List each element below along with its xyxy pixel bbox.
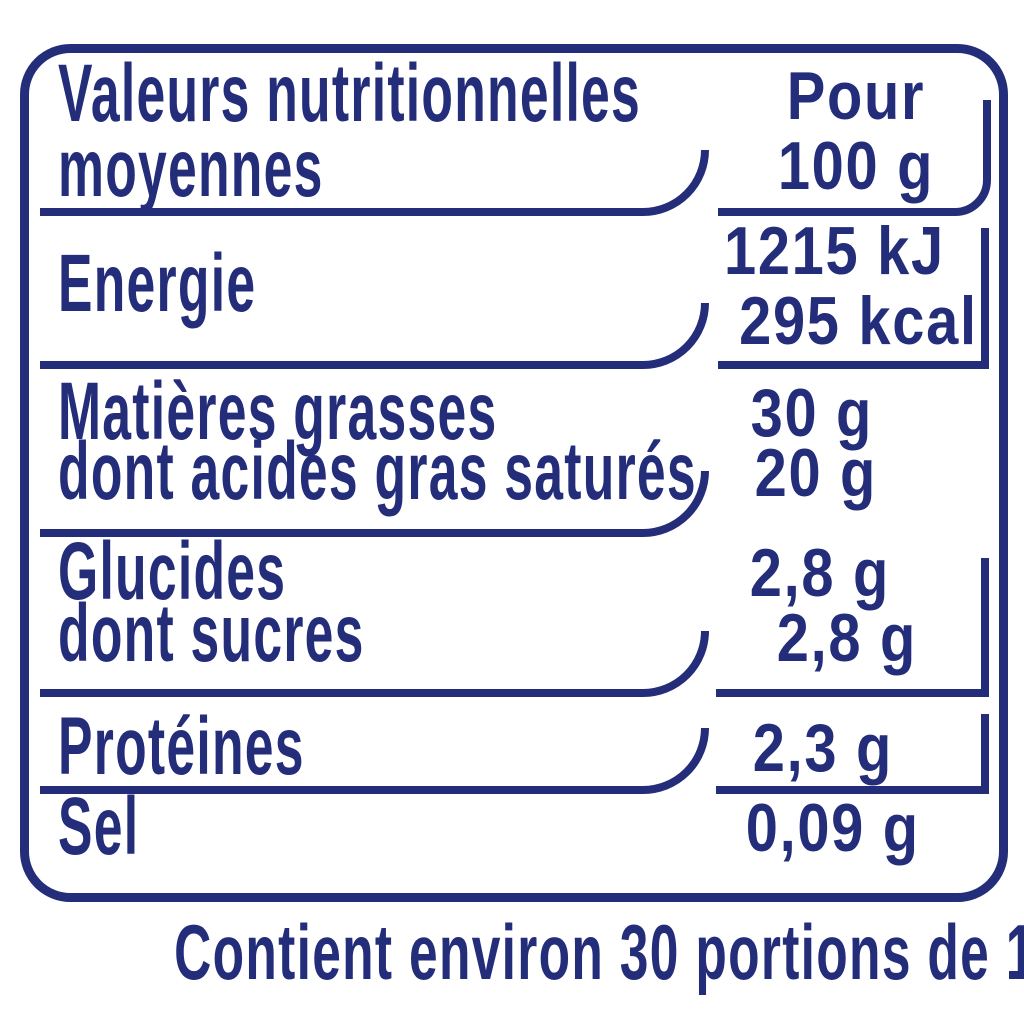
value-underline-proteines	[716, 714, 989, 794]
separator-swoosh-energie	[40, 302, 709, 369]
row-label-glucides: Glucides	[58, 526, 287, 617]
row-value-acides-gras-satures: 20 g	[754, 435, 877, 511]
separator-swoosh-header	[40, 149, 709, 216]
row-value-energie-kj: 1215 kJ	[724, 213, 945, 289]
separator-swoosh-proteines	[40, 727, 709, 794]
row-value-sel: 0,09 g	[745, 790, 920, 866]
header-title-line1: Valeurs nutritionnelles	[58, 48, 642, 139]
row-value-dont-sucres: 2,8 g	[776, 600, 917, 676]
row-label-matieres-grasses: Matières grasses	[58, 366, 498, 457]
row-label-sel: Sel	[58, 781, 140, 872]
row-sublabel-acides-gras-satures: dont acides gras saturés	[58, 426, 697, 517]
row-value-glucides: 2,8 g	[749, 535, 890, 611]
row-sublabel-dont-sucres: dont sucres	[58, 588, 365, 679]
separator-swoosh-glucides	[40, 630, 709, 697]
separator-swoosh-matieres	[40, 470, 709, 537]
header-per-line2: 100 g	[777, 128, 935, 204]
row-value-proteines: 2,3 g	[752, 710, 893, 786]
header-per-line1: Pour	[786, 58, 926, 134]
portions-footnote: Contient environ 30 portions de 15 g.	[174, 908, 1024, 996]
label-outer-border	[20, 44, 1008, 902]
value-underline-header	[718, 100, 991, 216]
row-label-proteines: Protéines	[58, 701, 305, 792]
row-value-matieres-grasses: 30 g	[750, 375, 873, 451]
value-underline-energie	[718, 228, 989, 369]
row-value-energie-kcal: 295 kcal	[739, 283, 978, 359]
header-title-line2: moyennes	[58, 123, 324, 214]
row-label-energie: Energie	[58, 238, 257, 329]
value-underline-glucides	[716, 558, 989, 697]
